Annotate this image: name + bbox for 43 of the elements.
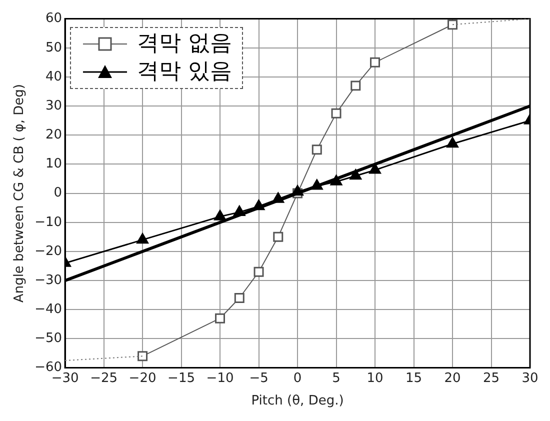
point — [370, 57, 380, 68]
y-tick-label: −40 — [34, 302, 62, 318]
y-tick-label: 40 — [45, 69, 62, 84]
y-tick-label: 30 — [45, 98, 62, 114]
x-tick-label: 15 — [405, 370, 422, 386]
point — [234, 293, 244, 303]
point — [312, 144, 322, 155]
x-tick-label: −15 — [168, 370, 195, 386]
x-tick-label: 5 — [332, 370, 340, 386]
x-tick-label: −5 — [249, 370, 268, 386]
x-tick-label: 25 — [482, 370, 500, 386]
point — [350, 80, 361, 91]
point — [214, 210, 226, 220]
y-tick-label: −60 — [34, 360, 62, 376]
point — [215, 313, 226, 324]
x-tick-label: −20 — [128, 370, 156, 386]
point — [138, 351, 148, 362]
x-tick-label: 0 — [293, 370, 302, 386]
point — [254, 266, 264, 277]
y-tick-label: −50 — [34, 331, 62, 346]
point — [446, 137, 458, 148]
legend-label: 격막 있음 — [137, 58, 232, 84]
y-tick-label: −30 — [34, 272, 62, 288]
point — [331, 108, 342, 118]
point — [448, 20, 458, 30]
legend-label: 격막 없음 — [137, 30, 232, 56]
y-tick-label: −20 — [34, 244, 62, 259]
x-tick-label: −25 — [90, 370, 118, 386]
point — [136, 233, 148, 244]
y-tick-label: 50 — [45, 40, 62, 56]
x-tick-label: 30 — [522, 370, 538, 386]
y-axis-title: Angle between CG & CB ( φ, Deg) — [12, 84, 28, 303]
y-tick-label: 20 — [45, 128, 62, 143]
y-tick-label: −10 — [34, 214, 62, 230]
y-tick-label: 0 — [54, 186, 62, 201]
x-axis-title: Pitch (θ, Deg.) — [251, 394, 344, 409]
x-tick-label: −10 — [206, 370, 234, 386]
point — [369, 163, 381, 174]
x-tick-label: 20 — [444, 370, 461, 386]
x-tick-label: 10 — [366, 370, 384, 386]
y-tick-label: 10 — [45, 156, 62, 172]
y-tick-label: 60 — [45, 11, 62, 26]
point — [273, 232, 284, 242]
